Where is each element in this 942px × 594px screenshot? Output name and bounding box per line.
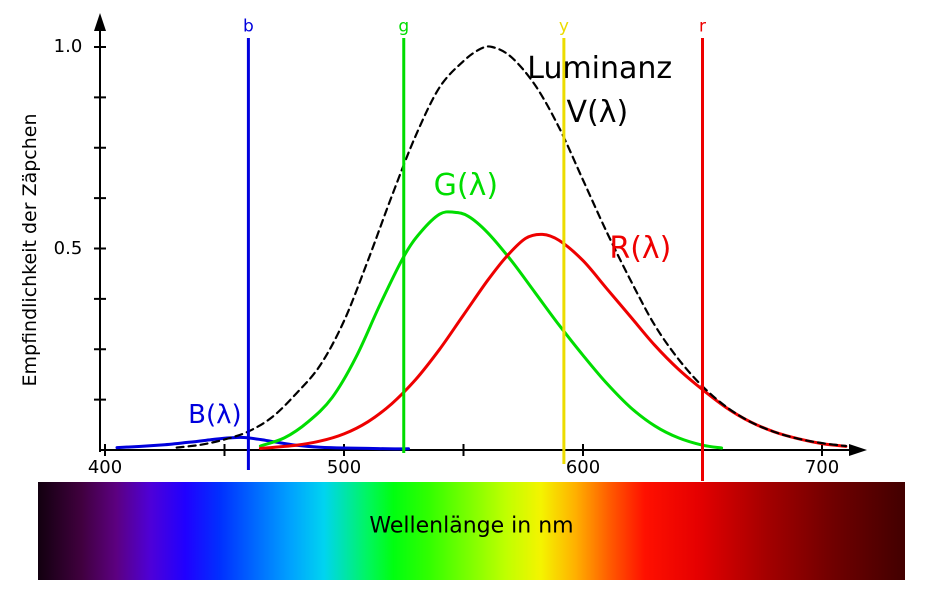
curve-series-2 <box>258 232 848 450</box>
y-axis-arrow <box>94 13 106 31</box>
spectrum-bar: Wellenlänge in nm <box>38 482 905 580</box>
spectrum-bar-label: Wellenlänge in nm <box>369 513 574 539</box>
curve-series-1 <box>258 210 724 450</box>
curve-series-3 <box>175 45 847 449</box>
x-axis-arrow <box>849 444 867 456</box>
curve-series-0 <box>115 435 410 451</box>
